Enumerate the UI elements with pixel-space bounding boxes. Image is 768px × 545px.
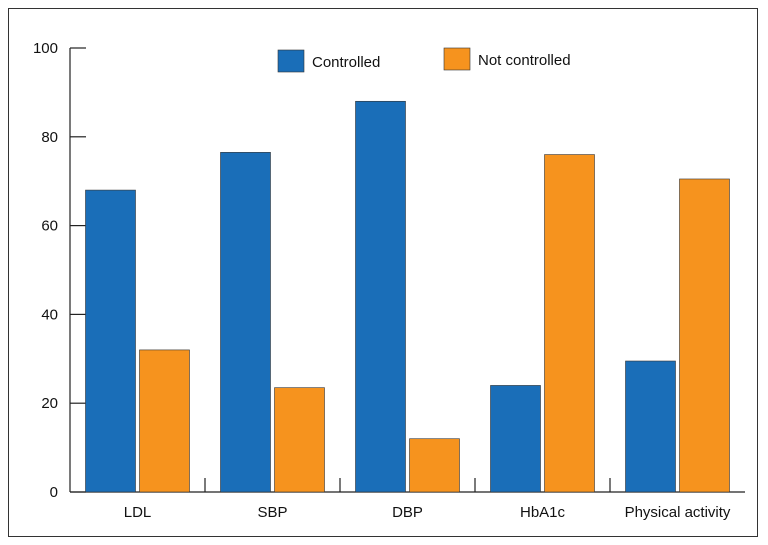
x-tick-label: DBP xyxy=(392,504,423,521)
y-tick-label: 60 xyxy=(41,218,58,235)
x-tick-label: SBP xyxy=(257,504,287,521)
legend-label: Controlled xyxy=(312,54,380,71)
bar-controlled xyxy=(220,152,271,493)
y-tick-label: 40 xyxy=(41,306,58,323)
legend-swatch xyxy=(277,49,305,73)
bars xyxy=(85,100,730,493)
bar-controlled xyxy=(625,360,676,493)
bar-controlled xyxy=(355,100,406,493)
legend-label: Not controlled xyxy=(478,52,571,69)
bar-controlled xyxy=(85,189,136,493)
chart-frame xyxy=(8,8,758,537)
x-tick-label: HbA1c xyxy=(520,504,566,521)
legend-swatch xyxy=(443,47,471,71)
legend: Controlled Not controlled xyxy=(277,47,571,73)
y-tick-label: 80 xyxy=(41,129,58,146)
y-tick-label: 100 xyxy=(33,40,58,57)
bar-not-controlled xyxy=(679,178,730,493)
x-tick-label: Physical activity xyxy=(625,504,731,521)
y-tick-label: 0 xyxy=(50,484,58,501)
bar-not-controlled xyxy=(139,349,190,493)
bar-not-controlled xyxy=(409,438,460,493)
axes: 0 20 40 60 80 100 LDL SBP DBP HbA1c Physical activ… xyxy=(33,40,745,521)
bar-controlled xyxy=(490,385,541,493)
bar-not-controlled xyxy=(274,387,325,493)
y-tick-label: 20 xyxy=(41,395,58,412)
bar-not-controlled xyxy=(544,154,595,493)
x-tick-label: LDL xyxy=(124,504,152,521)
